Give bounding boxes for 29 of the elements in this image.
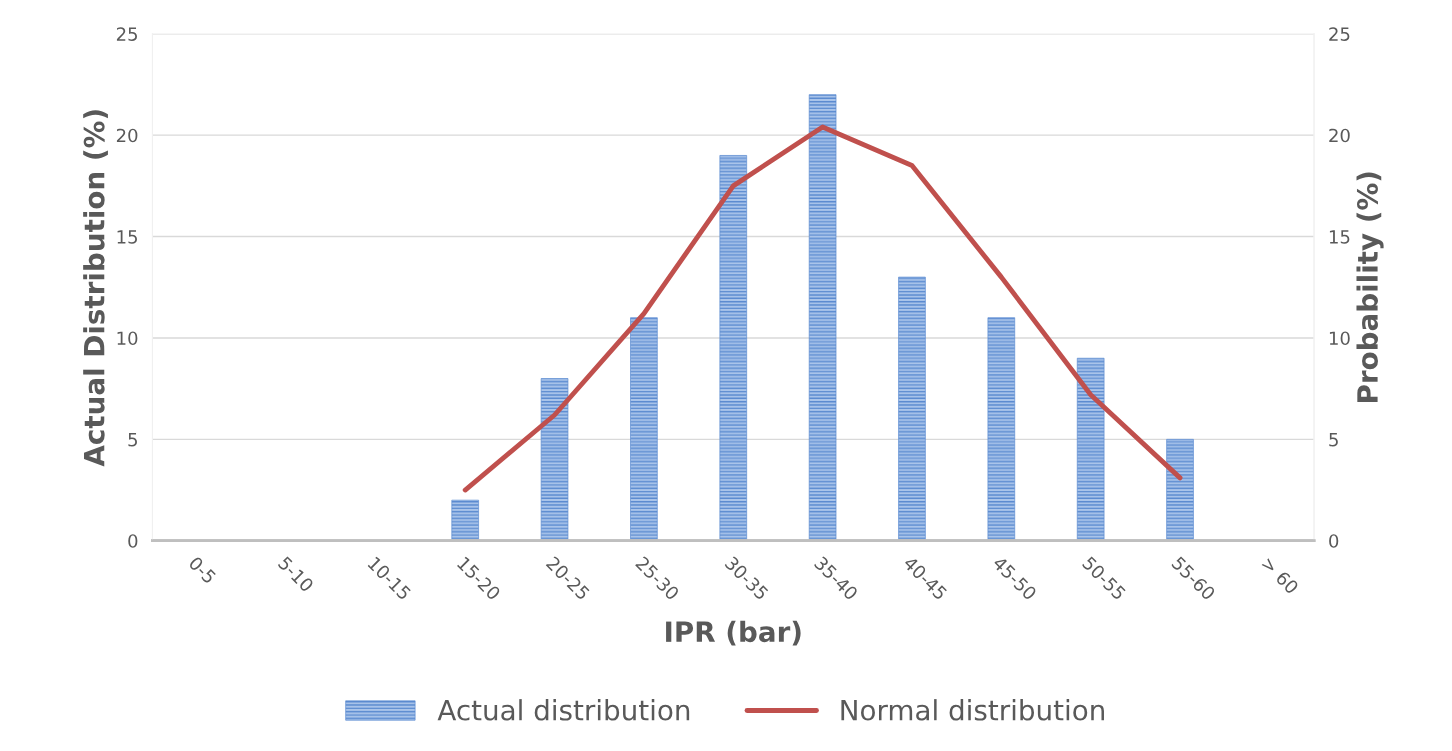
y2-tick-label: 5 [1329,433,1338,447]
bar [540,378,569,541]
y2-tick-label: 25 [1329,27,1350,41]
bar [1166,438,1194,541]
bar [987,317,1016,541]
y2-tick-label: 10 [1329,331,1350,346]
y2-tick-label: 20 [1329,128,1350,143]
y-tick-label: 15 [117,230,137,244]
bar [719,155,748,541]
x-tick-label: > 60 [1260,556,1300,595]
bar [808,94,837,541]
y2-tick-label: 15 [1329,230,1350,244]
line-series [462,124,1183,493]
y-axis-title: Actual Distribution (%) [83,110,108,467]
y-tick-label: 0 [128,534,138,548]
y-tick-label: 20 [116,128,138,143]
legend-label: Actual distribution [437,699,690,721]
y2-tick-label: 0 [1329,534,1339,548]
legend-label: Normal distribution [841,699,1104,721]
y2-axis-title: Probability (%) [1356,172,1384,402]
x-tick-label: 0-5 [188,555,217,585]
bar [898,276,926,541]
x-axis-title: IPR (bar) [666,620,801,646]
bar [451,499,479,541]
y-tick-label: 5 [128,433,137,447]
bar [630,317,658,541]
bar [1076,357,1105,541]
y-tick-label: 25 [116,27,137,41]
y-tick-label: 10 [117,331,138,346]
